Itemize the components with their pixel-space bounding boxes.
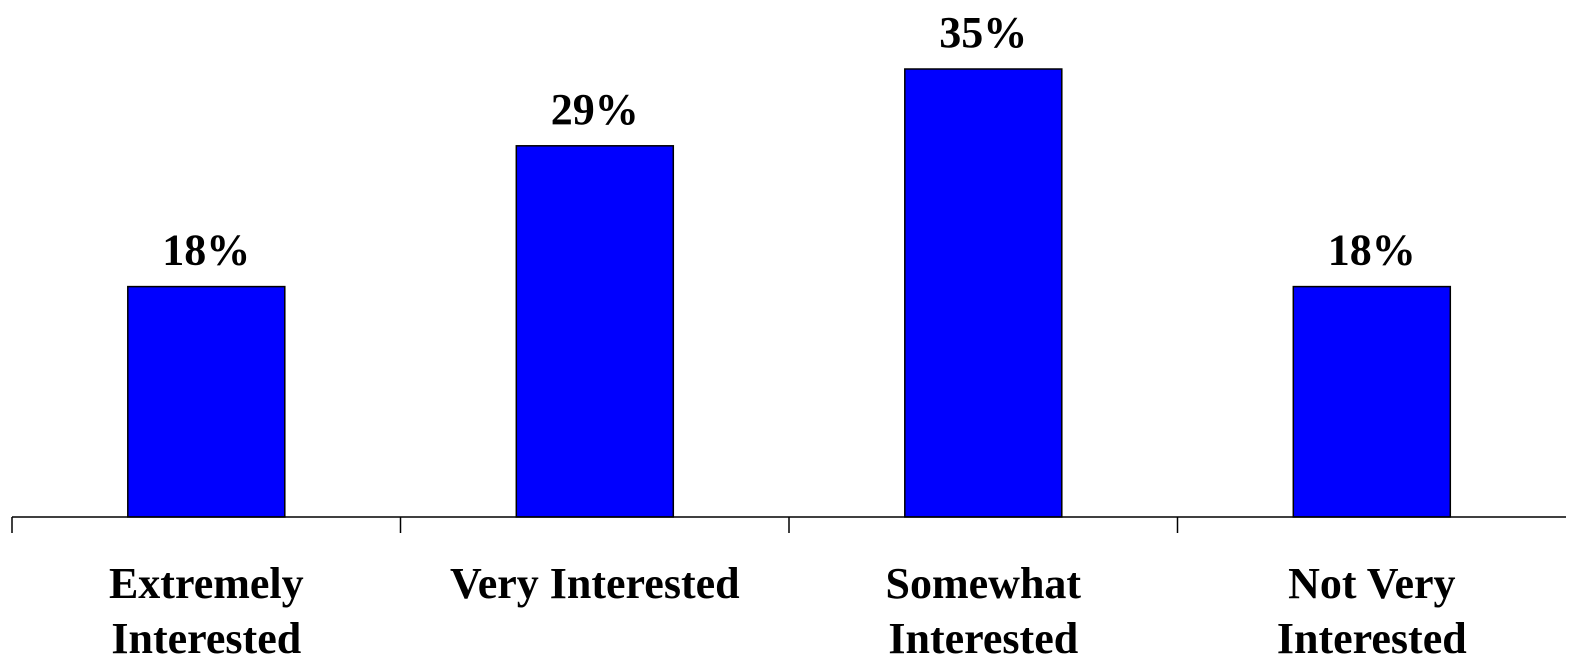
category-label-2-line-1: Interested	[888, 614, 1078, 663]
bar-3	[1292, 285, 1452, 518]
value-labels-group: 18% 29% 35% 18%	[162, 8, 1416, 275]
value-label-1: 29%	[551, 85, 639, 134]
category-label-0-line-0: Extremely	[109, 559, 304, 608]
category-label-0-line-1: Interested	[111, 614, 301, 663]
category-label-2-line-0: Somewhat	[886, 559, 1082, 608]
value-label-0: 18%	[162, 226, 250, 275]
bars-group	[127, 68, 1452, 518]
bar-2	[904, 68, 1063, 518]
category-label-3-line-1: Interested	[1277, 614, 1467, 663]
value-label-3: 18%	[1328, 226, 1416, 275]
category-label-1-line-0: Very Interested	[450, 559, 740, 608]
category-label-0: Extremely Interested	[109, 559, 304, 663]
category-label-3: Not Very Interested	[1277, 559, 1467, 663]
bar-1	[515, 145, 675, 518]
category-label-2: Somewhat Interested	[886, 559, 1082, 663]
category-label-3-line-0: Not Very	[1288, 559, 1455, 608]
category-labels-group: Extremely Interested Very Interested Somewh…	[109, 559, 1467, 663]
category-label-1: Very Interested	[450, 559, 740, 608]
x-axis	[11, 516, 1566, 533]
bar-0	[127, 285, 286, 518]
value-label-2: 35%	[939, 8, 1027, 57]
